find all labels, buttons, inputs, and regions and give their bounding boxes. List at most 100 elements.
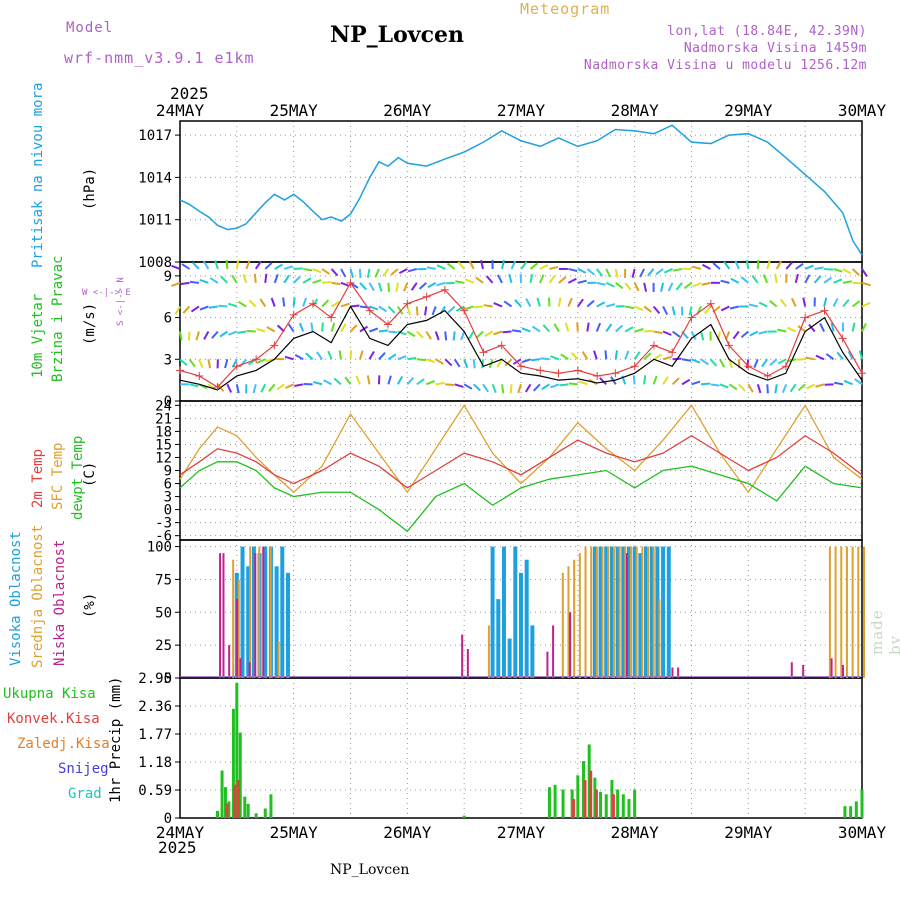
wind-barb xyxy=(219,330,228,338)
wind-barb xyxy=(774,273,778,284)
wind-barb xyxy=(501,384,505,394)
wind-barb xyxy=(406,376,415,385)
wind-barb xyxy=(378,352,386,360)
wind-barb xyxy=(531,325,541,333)
wind-barb xyxy=(652,375,658,385)
wind-barb xyxy=(700,382,711,386)
wind-barb xyxy=(179,331,183,341)
precip-bar xyxy=(594,789,598,818)
wind-barb xyxy=(514,299,522,308)
cloud-bar xyxy=(615,546,620,678)
y-tick-label: 24 xyxy=(155,398,172,414)
cloud-bar xyxy=(598,546,603,678)
wind-barb xyxy=(813,275,822,284)
wind-barb xyxy=(553,323,560,333)
cloud-bar xyxy=(578,553,581,678)
wind-barb xyxy=(180,281,190,285)
wind-barb xyxy=(647,268,655,277)
precip-bar xyxy=(238,732,242,818)
cloud-bar xyxy=(263,546,268,678)
precip-bar xyxy=(616,789,620,818)
wind-barb xyxy=(472,359,476,369)
wind-barb xyxy=(653,330,663,335)
wind-barb xyxy=(700,331,705,341)
wind-barb xyxy=(321,268,331,275)
cloud-bar xyxy=(501,546,506,678)
wind-barb xyxy=(424,306,428,316)
wind-barb xyxy=(643,282,648,292)
wind-barb xyxy=(832,298,839,307)
cloud-bar xyxy=(567,566,570,678)
wind-barb xyxy=(310,322,314,332)
wind-barb xyxy=(501,259,505,270)
wind-barb xyxy=(231,274,238,284)
y-tick-label: 1.77 xyxy=(138,727,172,743)
wind-barb xyxy=(719,383,729,389)
wind-barb xyxy=(396,375,404,385)
wind-barb xyxy=(282,297,286,307)
wind-barb xyxy=(633,351,641,360)
wind-barb xyxy=(283,274,290,284)
wind-barb xyxy=(819,322,826,332)
wind-barb xyxy=(861,301,871,308)
wind-barb xyxy=(851,268,860,276)
wind-barb xyxy=(416,378,425,386)
wind-barb xyxy=(256,327,266,333)
wind-barb xyxy=(273,274,279,284)
t2m-line xyxy=(179,434,863,489)
wind-barb xyxy=(397,305,404,315)
wind-barb xyxy=(293,267,303,270)
wind-barb xyxy=(287,323,295,333)
cloud-bar xyxy=(236,599,239,678)
wind-barb xyxy=(688,306,693,316)
wind-barb xyxy=(719,358,726,368)
wind-barb xyxy=(723,261,731,270)
wind-barb xyxy=(246,329,256,333)
wind-barb xyxy=(452,331,456,341)
cloud-bar xyxy=(274,566,279,678)
wind-barb xyxy=(220,275,229,284)
model-altitude-info: Nadmorska Visina u modelu 1256.12m xyxy=(583,58,867,73)
meteogram-label: Meteogram xyxy=(520,0,611,18)
wind-barb xyxy=(581,351,589,360)
wind-barb xyxy=(276,383,285,391)
cloud-bar xyxy=(863,546,865,678)
wind-barb xyxy=(662,306,669,315)
cloud-bar xyxy=(857,546,860,678)
wind-barb xyxy=(517,384,522,394)
wind-barb xyxy=(425,330,432,340)
wind-barb xyxy=(259,298,267,308)
wind-barb xyxy=(643,305,652,313)
wind-barb xyxy=(824,267,834,271)
precip-bar xyxy=(843,806,847,818)
cloud-bar xyxy=(629,546,632,678)
cloud-bar xyxy=(507,638,512,678)
wind-speed-line xyxy=(179,305,863,391)
wind-barb xyxy=(410,282,418,291)
x-tick-label-top: 29MAY xyxy=(724,101,773,120)
wind-barb xyxy=(825,353,835,361)
wind-barb xyxy=(284,355,294,361)
wind-barb xyxy=(436,281,446,287)
x-tick-label-top: 28MAY xyxy=(611,101,660,120)
wind-barb xyxy=(605,323,613,333)
precip-legend-convective: Konvek.Kisa xyxy=(7,711,100,727)
wind-barb xyxy=(521,327,531,333)
pressure-line xyxy=(179,124,863,256)
wind-barb xyxy=(199,278,209,284)
y-tick-label: 0 xyxy=(164,671,172,687)
wind-barb xyxy=(671,330,681,338)
precip-bar xyxy=(216,810,220,818)
wind-barb xyxy=(195,331,200,341)
wind-barb xyxy=(330,322,336,332)
wind-barb xyxy=(599,377,607,386)
wind-barb xyxy=(702,263,711,270)
precip-bar xyxy=(576,775,580,818)
precip-bar xyxy=(227,801,231,818)
wind-barb xyxy=(823,276,832,284)
precip-bar xyxy=(849,806,853,818)
cloud-bar xyxy=(638,553,643,678)
wind-barb xyxy=(446,262,456,270)
wind-barb xyxy=(182,305,191,314)
y-tick-label: 1.18 xyxy=(138,755,172,771)
